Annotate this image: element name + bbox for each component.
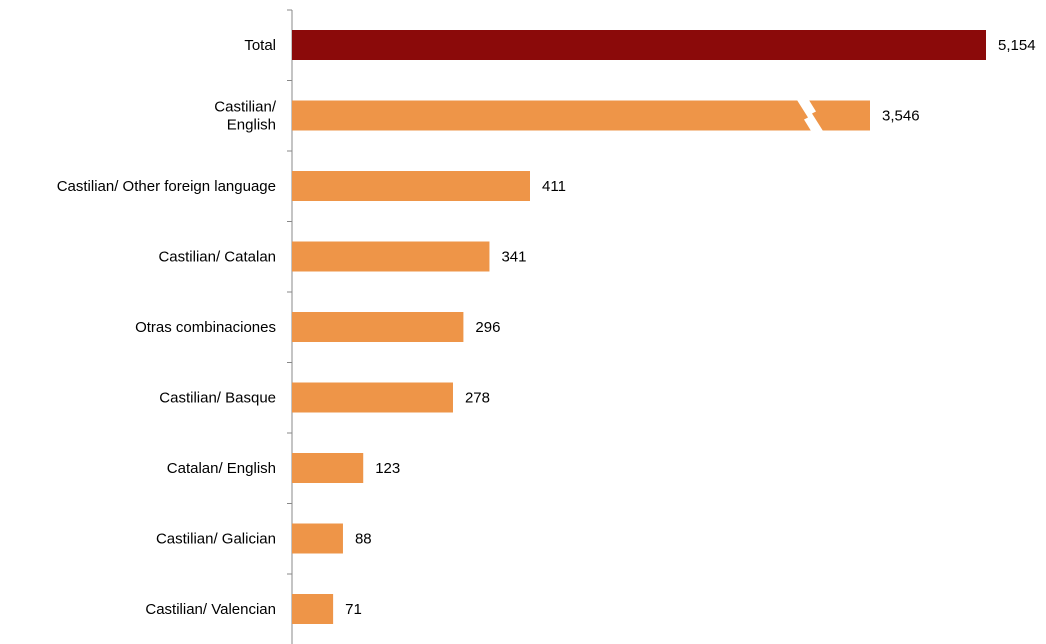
category-label-1: Castilian/: [214, 99, 277, 116]
category-label-3: Castilian/ Catalan: [158, 249, 276, 266]
bar-8: [292, 594, 334, 624]
category-label-4: Otras combinaciones: [135, 319, 276, 336]
value-label-1: 3,546: [882, 108, 920, 125]
bar-6: [292, 453, 364, 483]
bar-3: [292, 241, 490, 272]
category-label-5: Castilian/ Basque: [159, 390, 276, 407]
value-label-2: 411: [542, 178, 566, 195]
category-label-1: English: [227, 117, 276, 134]
bar-0: [292, 30, 986, 60]
label-layer: 5,154 Total 3,546 Castilian/English 411 Casti…: [57, 37, 1036, 618]
category-label-8: Castilian/ Valencian: [145, 601, 276, 618]
value-label-6: 123: [375, 460, 400, 477]
axis-layer: [287, 9, 293, 644]
bar-layer: [292, 30, 986, 624]
bar-4: [292, 312, 464, 342]
category-label-7: Castilian/ Galician: [156, 531, 276, 548]
axis-break-mark: [796, 98, 824, 133]
bar-5: [292, 382, 453, 413]
category-label-6: Catalan/ English: [167, 460, 276, 477]
value-label-5: 278: [465, 390, 490, 407]
bar-1: [292, 100, 870, 131]
value-label-8: 71: [345, 601, 362, 618]
value-label-7: 88: [355, 531, 372, 548]
category-label-0: Total: [244, 37, 276, 54]
bar-7: [292, 523, 343, 554]
value-label-4: 296: [475, 319, 500, 336]
value-label-3: 341: [501, 249, 526, 266]
value-label-0: 5,154: [998, 37, 1036, 54]
bar-2: [292, 171, 530, 201]
category-label-2: Castilian/ Other foreign language: [57, 178, 276, 195]
